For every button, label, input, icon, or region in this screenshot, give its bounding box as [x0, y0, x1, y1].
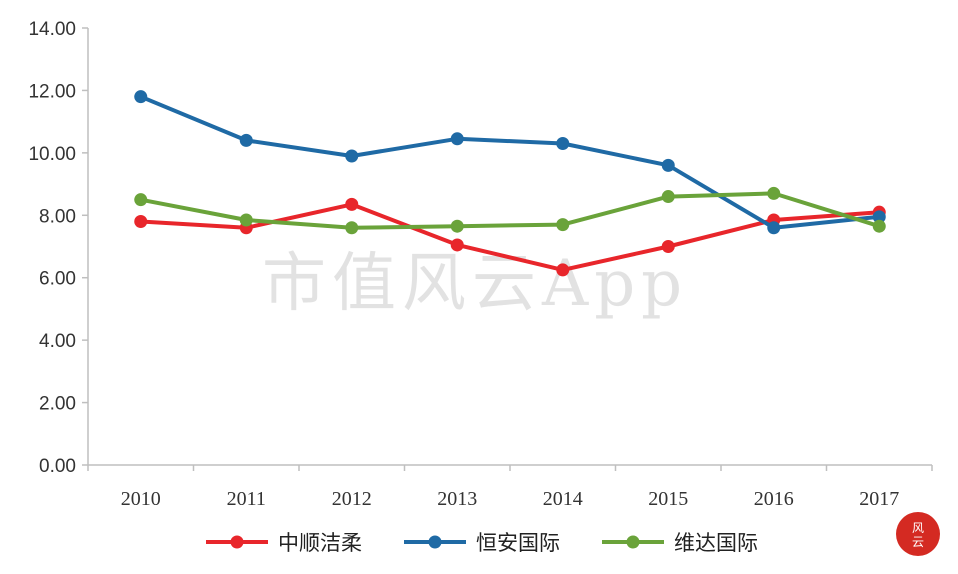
- x-tick-label: 2011: [227, 488, 266, 510]
- series-2: [134, 90, 886, 235]
- data-point: [450, 219, 464, 233]
- legend-item: 维达国际: [602, 531, 758, 555]
- data-point: [345, 149, 359, 163]
- data-point: [661, 158, 675, 172]
- legend-label: 恒安国际: [476, 531, 560, 555]
- legend-swatch-marker: [428, 535, 442, 549]
- data-point: [767, 221, 781, 235]
- y-tick-label: 10.00: [28, 144, 76, 165]
- legend-label: 维达国际: [674, 531, 758, 555]
- y-tick-label: 12.00: [28, 81, 76, 102]
- series-layer: [134, 90, 886, 277]
- y-tick-label: 2.00: [39, 394, 76, 415]
- legend-item: 恒安国际: [404, 531, 560, 555]
- series-line: [138, 94, 882, 230]
- legend-item: 中顺洁柔: [206, 531, 362, 555]
- data-point: [134, 193, 148, 207]
- x-tick-label: 2016: [754, 488, 794, 510]
- data-point: [239, 213, 253, 227]
- data-point: [556, 136, 570, 150]
- x-tick-label: 2014: [543, 488, 583, 510]
- data-point: [661, 190, 675, 204]
- data-point: [767, 186, 781, 200]
- seal-mark: 风: [912, 521, 924, 535]
- data-point: [872, 210, 886, 224]
- seal-circle: [896, 512, 940, 556]
- series-3: [134, 186, 886, 235]
- legend: 中顺洁柔 恒安国际 维达国际: [206, 531, 758, 555]
- y-tick-label: 4.00: [39, 331, 76, 352]
- y-tick-label: 0.00: [39, 456, 76, 477]
- seal-mark-2: 云: [912, 535, 924, 549]
- x-tick-label: 2012: [332, 488, 372, 510]
- data-point: [872, 219, 886, 233]
- data-point: [556, 218, 570, 232]
- legend-label: 中顺洁柔: [278, 531, 362, 555]
- data-point: [345, 197, 359, 211]
- series-line: [138, 202, 882, 272]
- data-point: [556, 263, 570, 277]
- data-point: [134, 90, 148, 104]
- axes: 0.00 2.00 4.00 6.00 8.00 10.00 12.00 14.00 2010 2…: [28, 19, 933, 510]
- x-tick-label: 2013: [437, 488, 477, 510]
- data-point: [450, 238, 464, 252]
- series-line: [138, 191, 882, 230]
- x-tick-label: 2010: [121, 488, 161, 510]
- legend-swatch-marker: [626, 535, 640, 549]
- data-point: [450, 132, 464, 146]
- x-tick-label: 2017: [859, 488, 899, 510]
- y-tick-label: 6.00: [39, 269, 76, 290]
- seal-logo: 风 云: [896, 512, 940, 556]
- data-point: [134, 215, 148, 229]
- x-tick-label: 2015: [648, 488, 688, 510]
- legend-swatch-marker: [230, 535, 244, 549]
- data-point: [239, 133, 253, 147]
- data-point: [345, 221, 359, 235]
- y-tick-label: 8.00: [39, 206, 76, 227]
- data-point: [661, 240, 675, 253]
- y-tick-label: 14.00: [28, 19, 76, 40]
